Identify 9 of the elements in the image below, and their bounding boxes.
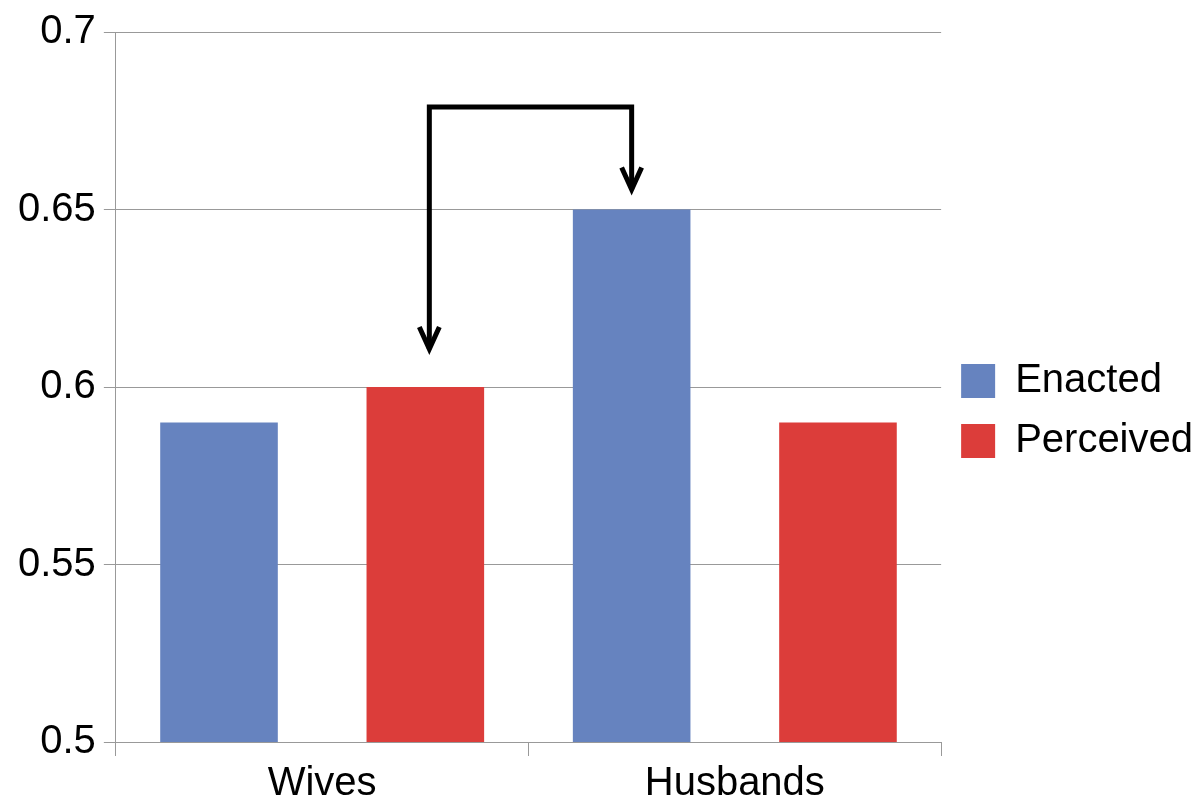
legend-label: Perceived: [1015, 416, 1193, 461]
y-tick-label: 0.55: [17, 539, 96, 584]
x-tick-label: Husbands: [644, 759, 825, 804]
x-tick-label: Wives: [267, 759, 377, 804]
y-tick-label: 0.65: [17, 184, 96, 229]
y-tick-label: 0.5: [40, 717, 96, 762]
y-tick-label: 0.6: [40, 362, 96, 407]
y-tick-label: 0.7: [40, 7, 96, 52]
legend-label: Enacted: [1015, 356, 1162, 401]
